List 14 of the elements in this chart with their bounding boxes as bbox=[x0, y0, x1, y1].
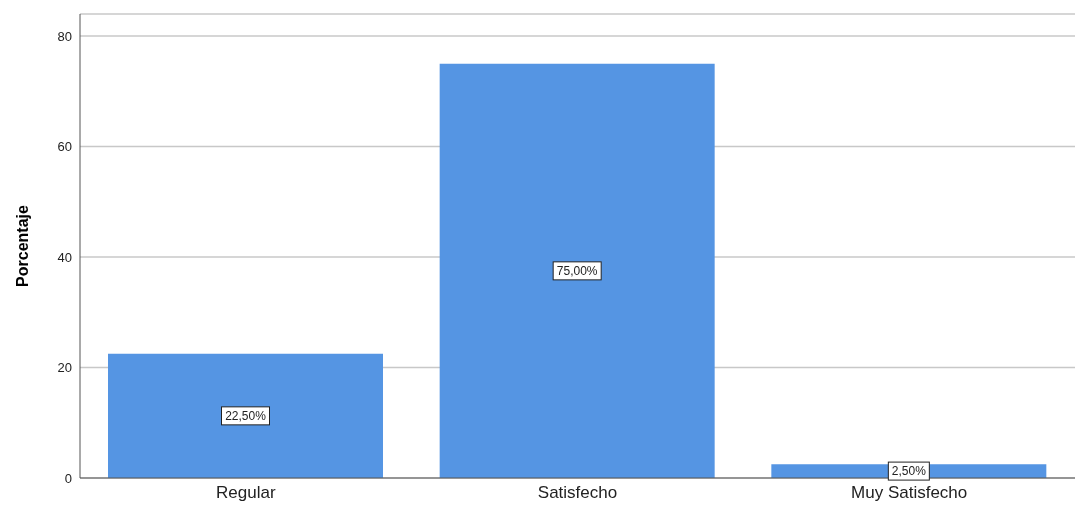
y-tick-label: 40 bbox=[57, 249, 72, 265]
y-tick-label: 20 bbox=[57, 360, 72, 376]
x-tick-label: Regular bbox=[216, 483, 276, 503]
data-label: 2,50% bbox=[891, 464, 927, 479]
x-tick-label: Muy Satisfecho bbox=[851, 483, 968, 503]
y-tick-label: 60 bbox=[57, 139, 72, 155]
y-tick-label: 0 bbox=[64, 470, 72, 486]
bar bbox=[108, 353, 383, 478]
y-axis-title: Porcentaje bbox=[13, 204, 31, 287]
y-tick-label: 80 bbox=[57, 28, 72, 44]
data-label: 75,00% bbox=[556, 263, 598, 278]
x-tick-label: Satisfecho bbox=[537, 483, 618, 503]
bar bbox=[439, 63, 715, 478]
data-label: 22,50% bbox=[225, 408, 267, 423]
